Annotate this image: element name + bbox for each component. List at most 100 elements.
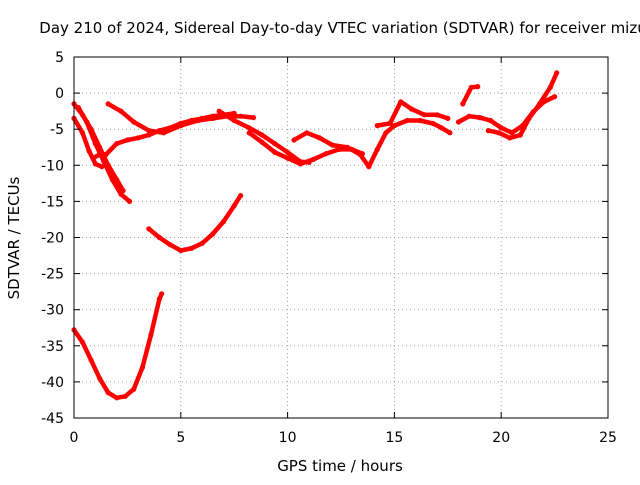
data-point [156,234,162,241]
data-point [323,151,329,157]
data-point [86,148,92,154]
y-axis-title: SDTVAR / TECUs [5,176,23,299]
data-point [159,291,165,297]
data-point [105,101,111,107]
data-point [357,151,363,158]
data-point [477,115,483,121]
data-point [84,119,90,125]
data-point [178,123,184,129]
data-point [404,117,410,124]
data-point [383,130,389,136]
data-point [161,130,167,136]
y-tick-label: -45 [41,411,64,427]
data-point [122,393,128,399]
data-point [329,142,336,148]
grid [74,57,608,418]
y-tick-label: -40 [41,375,64,391]
y-tick-label: -5 [50,122,64,138]
data-point [114,395,120,401]
data-point [374,146,380,152]
data-point [460,101,466,107]
data-point [438,125,444,131]
data-point [146,226,152,232]
data-point [79,130,86,136]
data-point [146,132,152,138]
data-point [250,115,256,121]
y-tick-label: 5 [55,50,64,66]
y-tick-label: -20 [41,231,64,247]
series-arc-m [146,193,243,253]
data-point [167,242,173,248]
series-layer [71,70,560,401]
data-point [246,125,252,131]
data-point [231,203,237,209]
series-arc-f [216,108,312,165]
series-arc-n [71,291,164,401]
data-point [547,84,553,90]
data-point [466,113,472,119]
data-point [366,164,372,170]
data-point [92,141,98,147]
data-point [398,99,404,105]
data-point [374,123,380,129]
data-point [79,339,86,345]
data-point [297,161,303,167]
data-point [126,198,133,204]
data-point [417,117,423,124]
data-point [210,231,216,237]
data-point [317,135,323,141]
data-point [118,108,124,114]
x-tick-label: 5 [176,430,185,446]
y-tick-label: -35 [41,339,64,355]
data-point [554,70,560,76]
data-point [101,159,107,165]
data-point [447,130,453,136]
data-point [231,117,237,124]
x-tick-label: 10 [279,430,297,446]
data-point [88,357,94,363]
data-point [344,144,350,150]
data-point [507,135,513,141]
x-tick-label: 20 [492,430,510,446]
data-point [92,161,98,167]
series-arc-g [246,130,365,167]
y-tick-label: 0 [55,86,64,102]
data-point [124,137,130,143]
data-point [131,386,137,392]
data-point [485,128,491,134]
data-point [118,191,124,197]
data-point [97,375,103,381]
data-point [272,141,278,147]
data-point [178,247,184,254]
data-point [285,149,291,155]
data-point [259,139,265,145]
data-point [475,84,481,90]
data-point [135,135,141,141]
data-point [259,132,265,138]
data-point [210,115,216,121]
chart-title: Day 210 of 2024, Sidereal Day-to-day VTE… [39,19,640,37]
data-point [195,117,201,124]
data-point [509,130,515,136]
y-tick-label: -10 [41,158,64,174]
data-point [285,155,291,161]
data-point [75,104,81,111]
data-point [90,155,96,161]
data-point [291,137,297,143]
x-tick-label: 0 [70,430,79,446]
data-point [148,332,154,338]
data-point [103,151,109,158]
data-point [238,113,244,119]
data-point [434,112,440,118]
data-point [487,117,494,124]
data-point [246,130,252,136]
data-point [114,141,120,147]
x-axis-title: GPS time / hours [277,457,403,475]
data-point [445,115,451,121]
data-point [310,156,316,163]
data-point [408,106,415,112]
data-point [496,130,502,136]
data-point [156,296,162,302]
y-tick-label: -15 [41,194,64,210]
